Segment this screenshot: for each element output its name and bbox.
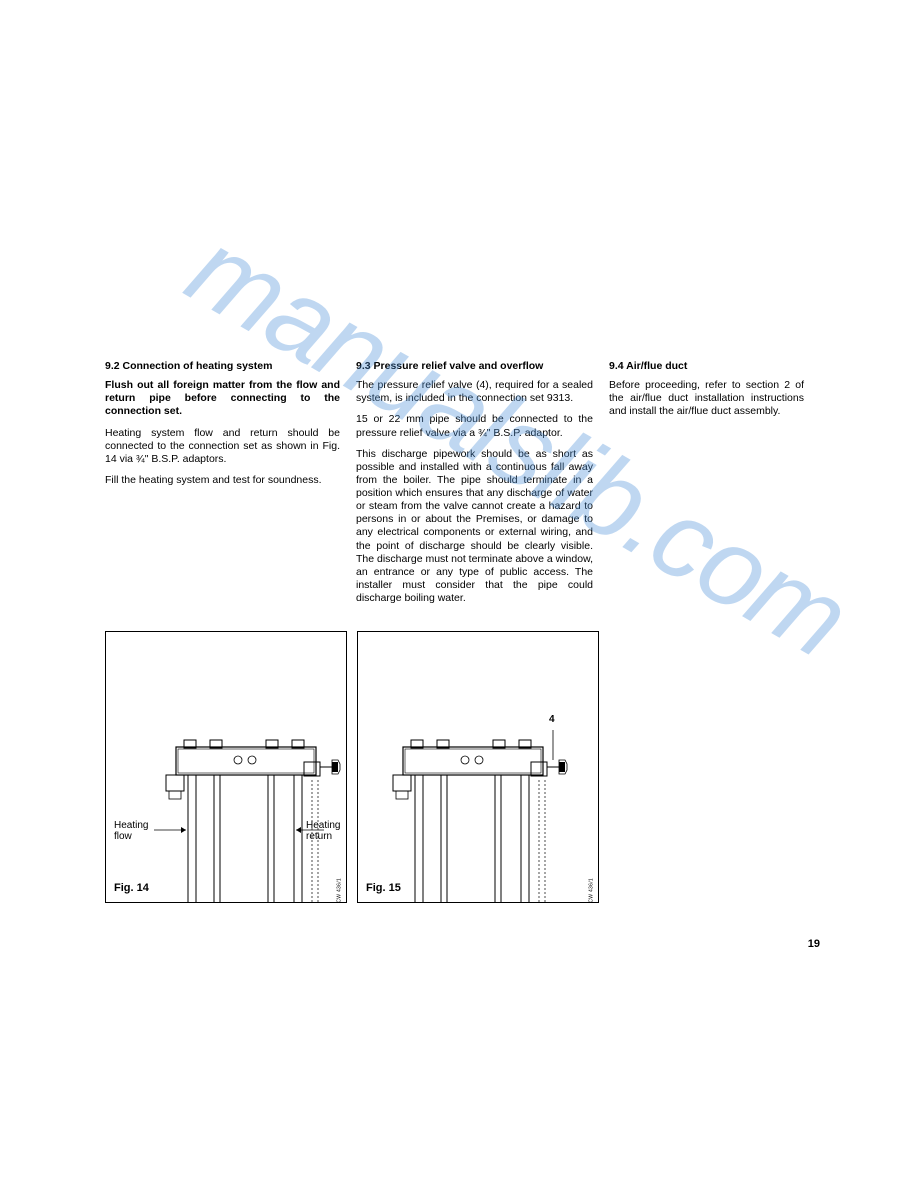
para-airflue: Before proceeding, refer to section 2 of… bbox=[609, 379, 804, 418]
para-pipe-connect: 15 or 22 mm pipe should be connected to … bbox=[356, 413, 593, 439]
para-prv: The pressure relief valve (4), required … bbox=[356, 379, 593, 405]
para-fill-test: Fill the heating system and test for sou… bbox=[105, 474, 340, 487]
page-number: 19 bbox=[808, 938, 820, 950]
bold-instruction: Flush out all foreign matter from the fl… bbox=[105, 379, 340, 418]
column-9-3: 9.3 Pressure relief valve and overflow T… bbox=[356, 360, 593, 613]
figure-14: Heatingflow Heatingreturn Fig. 14 VC/VCW… bbox=[105, 631, 347, 903]
fig14-diagram bbox=[106, 632, 347, 903]
column-9-4: 9.4 Air/flue duct Before proceeding, ref… bbox=[609, 360, 804, 613]
figure-15: 4 Fig. 15 VC/VCW 436/1 bbox=[357, 631, 599, 903]
fig15-side-label: VC/VCW 436/1 bbox=[589, 878, 595, 903]
text-columns: 9.2 Connection of heating system Flush o… bbox=[105, 360, 817, 613]
callout-4: 4 bbox=[549, 714, 555, 725]
figures-row: Heatingflow Heatingreturn Fig. 14 VC/VCW… bbox=[105, 631, 817, 903]
para-discharge: This discharge pipework should be as sho… bbox=[356, 448, 593, 606]
label-heating-flow: Heatingflow bbox=[114, 820, 148, 842]
para-flow-return: Heating system flow and return should be… bbox=[105, 427, 340, 466]
heading-9-3: 9.3 Pressure relief valve and overflow bbox=[356, 360, 593, 373]
fig15-diagram bbox=[358, 632, 599, 903]
fig14-label: Fig. 14 bbox=[114, 882, 149, 894]
label-heating-return: Heatingreturn bbox=[306, 820, 340, 842]
page-content: 9.2 Connection of heating system Flush o… bbox=[105, 360, 817, 903]
fig15-label: Fig. 15 bbox=[366, 882, 401, 894]
heading-9-4: 9.4 Air/flue duct bbox=[609, 360, 804, 373]
heading-9-2: 9.2 Connection of heating system bbox=[105, 360, 340, 373]
fig14-side-label: VC/VCW 436/1 bbox=[337, 878, 343, 903]
column-9-2: 9.2 Connection of heating system Flush o… bbox=[105, 360, 340, 613]
